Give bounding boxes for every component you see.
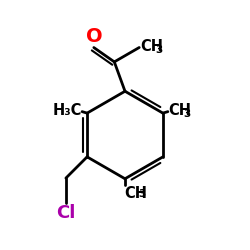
Text: O: O [86,27,102,46]
Text: H₃C: H₃C [52,102,82,118]
Text: CH: CH [140,39,164,54]
Text: 3: 3 [155,45,162,55]
Text: 3: 3 [139,189,146,199]
Text: CH: CH [124,186,148,201]
Text: Cl: Cl [56,204,76,222]
Text: CH: CH [168,102,192,118]
Text: 3: 3 [184,108,191,119]
